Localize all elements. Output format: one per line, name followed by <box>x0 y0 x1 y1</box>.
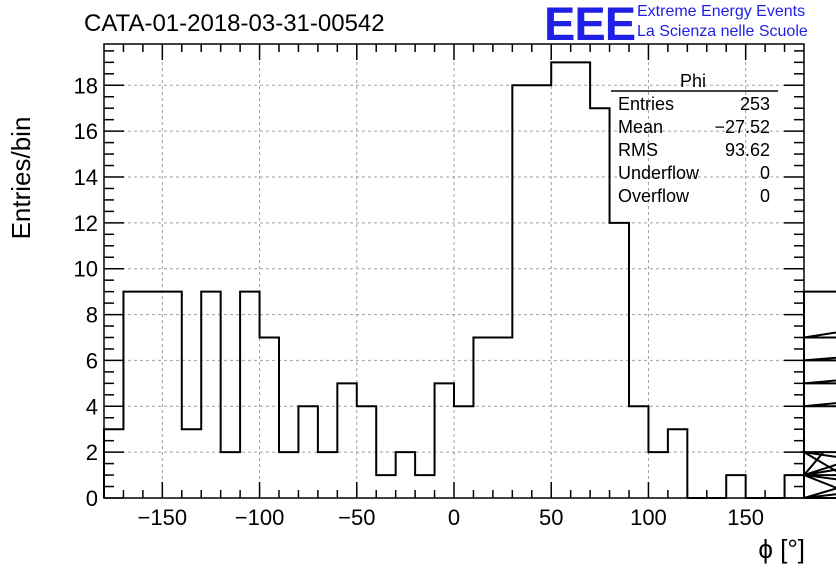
y-tick-label: 6 <box>86 348 98 373</box>
x-tick-label: 50 <box>539 505 563 530</box>
stats-label-overflow: Overflow <box>618 186 690 206</box>
logo-line-1: Extreme Energy Events <box>637 3 806 20</box>
stats-box-title: Phi <box>680 71 706 91</box>
x-tick-label: −150 <box>138 505 188 530</box>
x-tick-label: 0 <box>448 505 460 530</box>
y-tick-label: 18 <box>74 73 98 98</box>
y-axis-tick-labels: 0 2 4 6 8 10 12 14 16 18 <box>74 73 98 511</box>
stats-value-mean: −27.52 <box>714 117 770 137</box>
stats-value-entries: 253 <box>740 94 770 114</box>
grid-lines <box>104 44 804 499</box>
y-tick-label: 10 <box>74 257 98 282</box>
x-tick-label: −50 <box>338 505 375 530</box>
x-tick-label: −100 <box>235 505 285 530</box>
x-tick-label: 100 <box>630 505 667 530</box>
y-tick-label: 2 <box>86 440 98 465</box>
eee-logo-mark: EEE <box>544 0 636 50</box>
stats-label-mean: Mean <box>618 117 663 137</box>
stats-label-entries: Entries <box>618 94 674 114</box>
stats-value-rms: 93.62 <box>725 140 770 160</box>
x-tick-label: 150 <box>727 505 764 530</box>
stats-label-rms: RMS <box>618 140 658 160</box>
y-tick-label: 0 <box>86 486 98 511</box>
stats-value-underflow: 0 <box>760 163 770 183</box>
logo-line-2: La Scienza nelle Scuole <box>637 23 808 40</box>
x-axis-title: ϕ [°] <box>758 534 805 564</box>
y-tick-label: 4 <box>86 394 98 419</box>
stats-value-overflow: 0 <box>760 186 770 206</box>
histogram-step-line <box>103 61 836 499</box>
x-axis-tick-labels: −150 −100 −50 0 50 100 150 <box>138 505 764 530</box>
chart-title: CATA-01-2018-03-31-00542 <box>84 10 385 37</box>
y-tick-label: 12 <box>74 211 98 236</box>
y-tick-label: 16 <box>74 119 98 144</box>
stats-box: Phi Entries 253 Mean −27.52 RMS 93.62 Un… <box>611 71 778 206</box>
y-axis-ticks <box>104 50 804 499</box>
y-tick-label: 8 <box>86 303 98 328</box>
x-axis-ticks <box>122 44 786 498</box>
y-tick-label: 14 <box>74 165 98 190</box>
eee-logo-text: Extreme Energy Events La Scienza nelle S… <box>637 2 808 42</box>
stats-label-underflow: Underflow <box>618 163 700 183</box>
y-axis-title: Entries/bin <box>6 117 36 240</box>
